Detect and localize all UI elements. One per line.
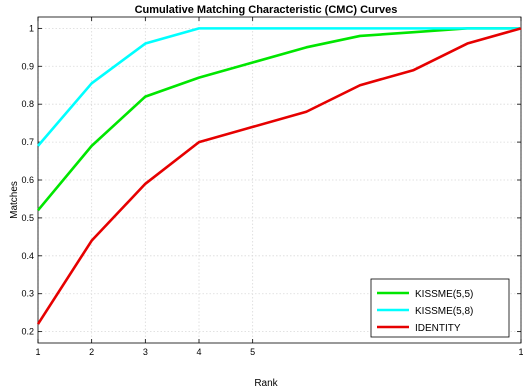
series-line-kissme-5-5 bbox=[37, 27, 521, 212]
y-tick-label: 0.5 bbox=[21, 213, 34, 223]
y-tick-label: 0.2 bbox=[21, 327, 34, 337]
axis-ticks: 1 2 3 4 5 10.20.30.40.50.60.70.80.91 bbox=[21, 17, 523, 357]
y-axis-label: Matches bbox=[9, 181, 20, 219]
legend-label: KISSME(5,8) bbox=[415, 306, 473, 317]
x-tick-label: 4 bbox=[196, 347, 201, 357]
y-tick-label: 0.8 bbox=[21, 99, 34, 109]
legend-label: IDENTITY bbox=[415, 323, 461, 334]
x-tick-label: 2 bbox=[89, 347, 94, 357]
y-tick-label: 0.6 bbox=[21, 175, 34, 185]
legend-label: KISSME(5,5) bbox=[415, 289, 473, 300]
y-tick-label: 1 bbox=[29, 23, 34, 33]
y-tick-label: 0.3 bbox=[21, 289, 34, 299]
y-tick-label: 0.9 bbox=[21, 61, 34, 71]
x-tick-label: 3 bbox=[143, 347, 148, 357]
series-line-kissme-5-8 bbox=[37, 27, 521, 147]
x-axis-label: Rank bbox=[254, 378, 278, 389]
y-tick-label: 0.4 bbox=[21, 251, 34, 261]
chart-title: Cumulative Matching Characteristic (CMC)… bbox=[135, 4, 398, 16]
series-line-identity bbox=[36, 27, 522, 325]
x-tick-label: 1 bbox=[35, 347, 40, 357]
series-lines bbox=[36, 27, 522, 325]
x-tick-label: 5 bbox=[250, 347, 255, 357]
legend: KISSME(5,5) KISSME(5,8) IDENTITY bbox=[370, 278, 510, 338]
x-tick-label: 1 bbox=[518, 347, 523, 357]
y-tick-label: 0.7 bbox=[21, 137, 34, 147]
